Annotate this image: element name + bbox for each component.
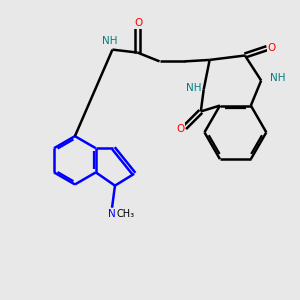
Text: N: N xyxy=(108,209,116,219)
Text: CH₃: CH₃ xyxy=(116,209,134,219)
Text: O: O xyxy=(135,18,143,28)
Text: NH: NH xyxy=(186,83,201,93)
Text: O: O xyxy=(267,43,276,53)
Text: O: O xyxy=(176,124,184,134)
Text: NH: NH xyxy=(270,73,286,82)
Text: NH: NH xyxy=(102,36,117,46)
